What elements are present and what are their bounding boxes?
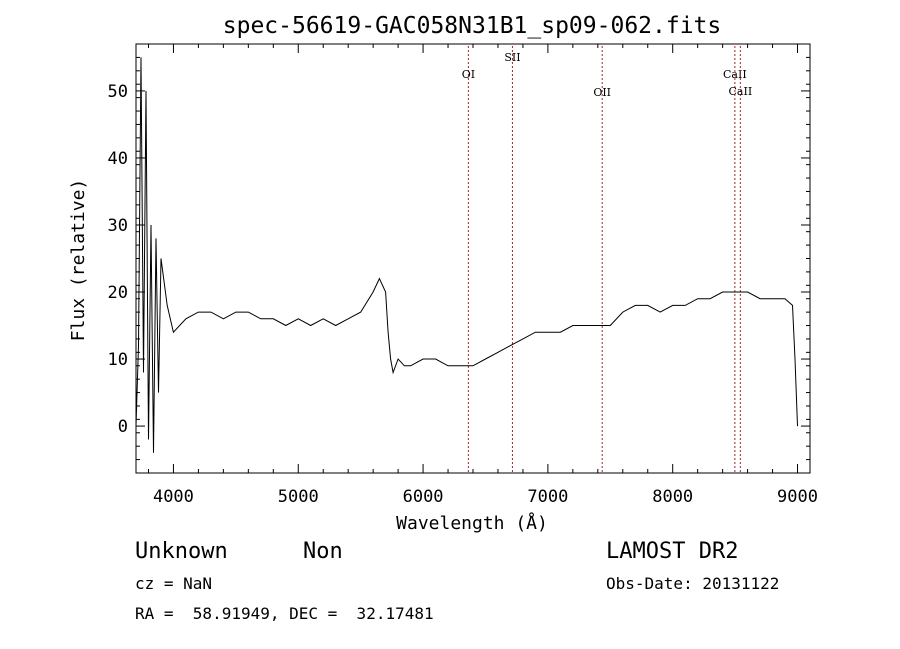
y-tick-layer: 0 10 20 30 40 50: [108, 56, 810, 461]
y-tick-label: 0: [118, 417, 128, 437]
coordinates-text: RA = 58.91949, DEC = 32.17481: [135, 604, 434, 623]
y-tick-label: 40: [108, 149, 128, 169]
redshift-text: cz = NaN: [135, 574, 213, 593]
y-tick-label: 50: [108, 82, 128, 102]
line-label: CaII: [723, 68, 747, 81]
chart-title: spec-56619-GAC058N31B1_sp09-062.fits: [223, 13, 722, 39]
y-tick-label: 30: [108, 216, 128, 236]
x-tick-label: 9000: [777, 487, 818, 507]
line-label: SII: [504, 51, 520, 64]
x-tick-label: 8000: [652, 487, 693, 507]
line-label: OII: [593, 86, 611, 99]
obs-date-text: Obs-Date: 20131122: [606, 574, 780, 593]
x-tick-label: 4000: [153, 487, 194, 507]
y-axis-label: Flux (relative): [68, 179, 89, 342]
object-name: Unknown: [135, 539, 228, 564]
x-tick-layer: 4000 5000 6000 7000 8000 9000: [147, 44, 818, 507]
y-tick-label: 20: [108, 283, 128, 303]
object-class: Non: [303, 539, 343, 564]
x-tick-label: 7000: [527, 487, 568, 507]
line-label: OI: [462, 68, 475, 81]
spectrum-line: [135, 57, 798, 453]
line-marker-layer: OI SII OII CaII CaII: [462, 46, 752, 472]
y-tick-label: 10: [108, 350, 128, 370]
survey-name: LAMOST DR2: [606, 539, 739, 564]
x-tick-label: 6000: [403, 487, 444, 507]
x-tick-label: 5000: [278, 487, 319, 507]
line-label: CaII: [729, 85, 753, 98]
spectrum-line-layer: [135, 57, 798, 453]
x-axis-label: Wavelength (Å): [396, 512, 548, 534]
plot-frame: [135, 43, 811, 474]
